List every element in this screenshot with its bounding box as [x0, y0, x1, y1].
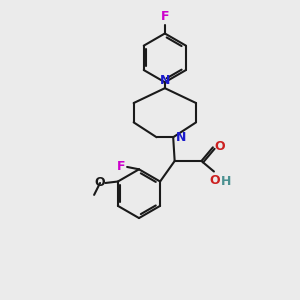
Text: F: F: [117, 160, 125, 173]
Text: N: N: [176, 131, 186, 144]
Text: O: O: [209, 175, 220, 188]
Text: H: H: [220, 175, 231, 188]
Text: N: N: [160, 74, 170, 87]
Text: O: O: [94, 176, 104, 190]
Text: F: F: [160, 10, 169, 23]
Text: O: O: [215, 140, 225, 153]
